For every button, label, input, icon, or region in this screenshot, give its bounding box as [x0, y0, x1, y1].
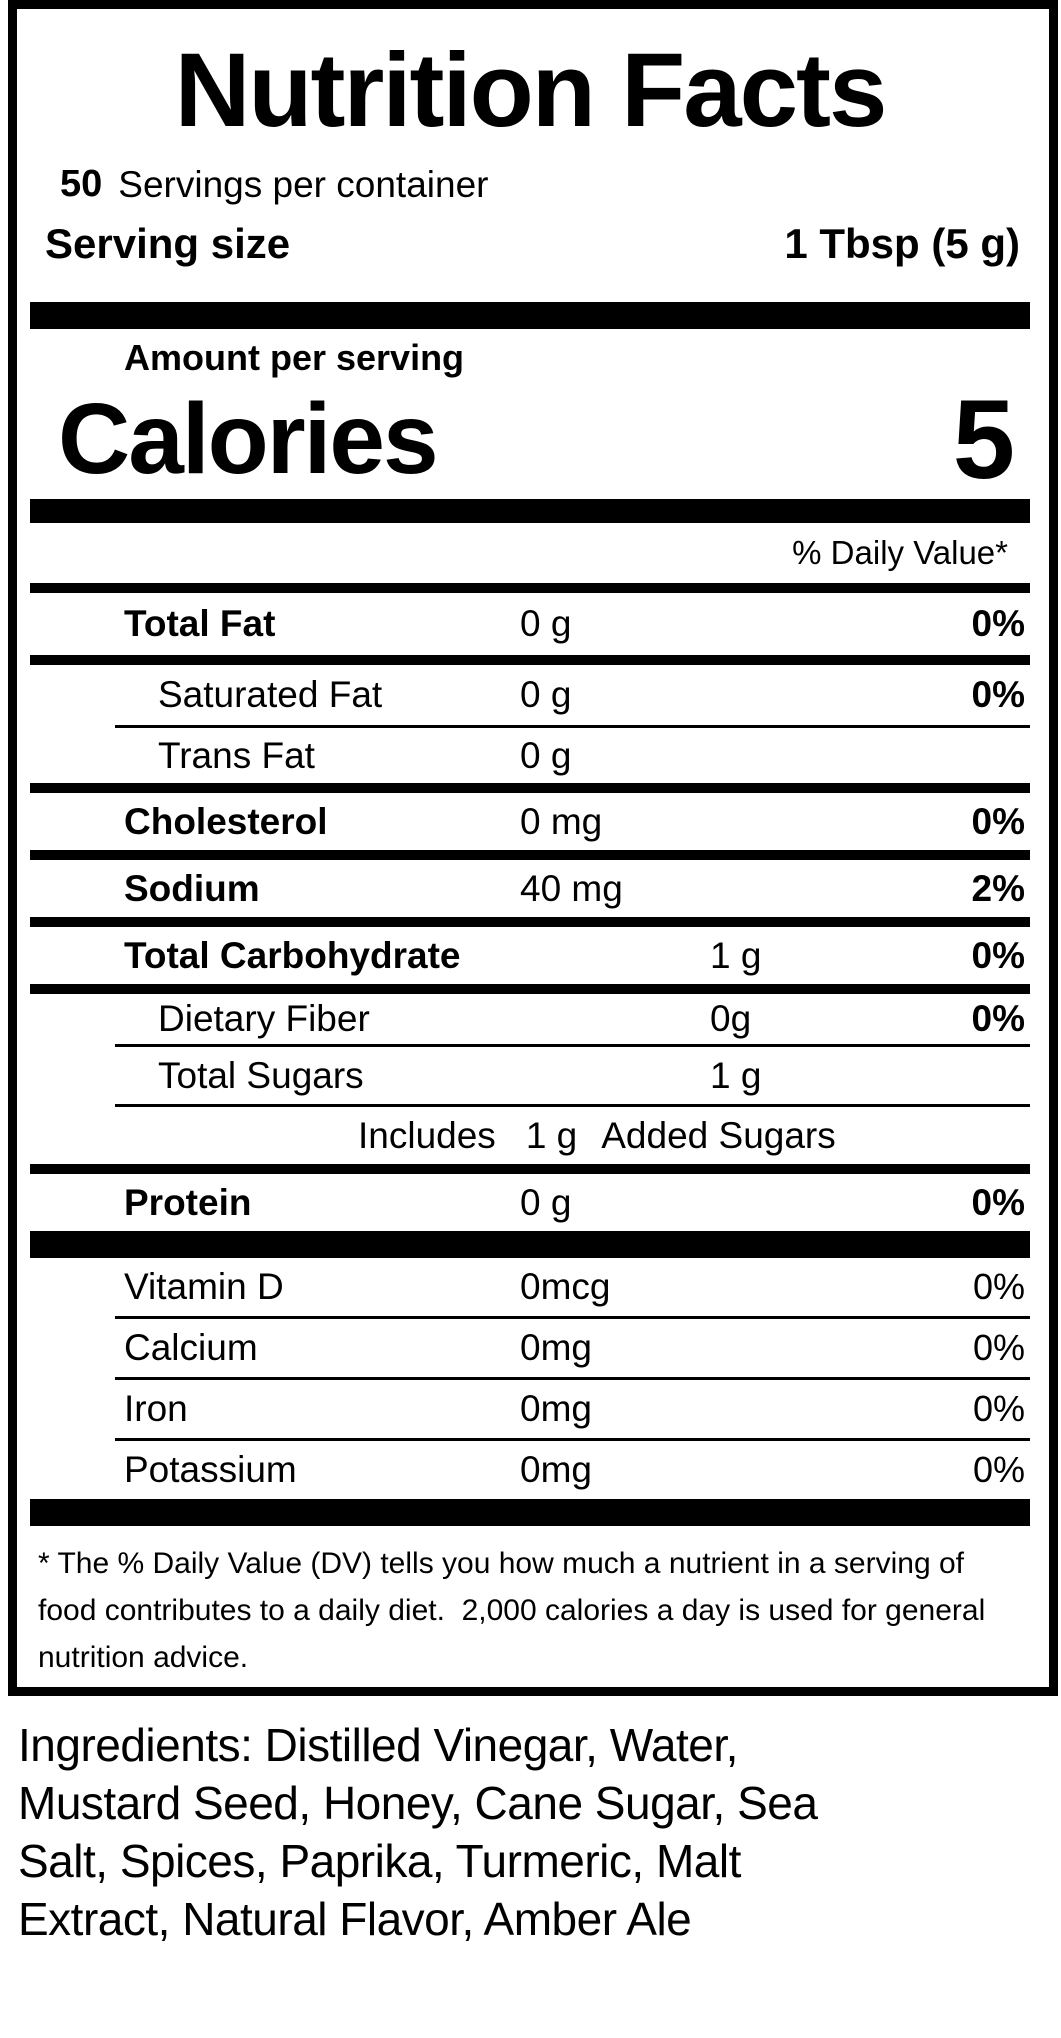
nutrient-amount: 0mg [520, 1449, 592, 1490]
nutrient-dv: 0% [972, 1388, 1025, 1429]
divider-medium [30, 850, 1030, 860]
nutrient-name: Protein [124, 1181, 252, 1223]
nutrient-row-cholesterol: Cholesterol 0 mg 0% [30, 793, 1030, 850]
calories-row: Calories 5 [30, 377, 1030, 502]
servings-count: 50 [60, 163, 103, 205]
ingredients-line: Ingredients: Distilled Vinegar, Water, [18, 1719, 738, 1771]
nutrient-dv: 0% [971, 603, 1025, 644]
nutrient-dv: 0% [971, 674, 1025, 715]
nutrient-amount: 40 mg [520, 867, 623, 909]
nutrient-dv: 0% [971, 998, 1025, 1039]
divider-medium [30, 583, 1030, 593]
nutrient-name: Saturated Fat [158, 674, 383, 715]
divider-thick [30, 302, 1030, 329]
nutrient-row-total-carbohydrate: Total Carbohydrate 1 g 0% [30, 927, 1030, 984]
nutrient-dv: 0% [971, 934, 1025, 976]
nutrient-row-sodium: Sodium 40 mg 2% [30, 860, 1030, 917]
servings-text: Servings per container [118, 163, 489, 205]
nutrient-row-total-sugars: Total Sugars 1 g [30, 1047, 1030, 1104]
divider-thin [115, 725, 1030, 728]
nutrient-row-total-fat: Total Fat 0 g 0% [30, 593, 1030, 655]
footnote-line: food contributes to a daily diet. 2,000 … [38, 1594, 986, 1627]
nutrient-dv: 0% [971, 800, 1025, 842]
divider-thin [115, 1377, 1030, 1380]
nutrient-name: Total Fat [124, 603, 276, 644]
nutrient-dv: 0% [972, 1449, 1025, 1490]
servings-per-container-row: 50 Servings per container [30, 157, 1030, 212]
nutrient-amount: 0g [710, 998, 752, 1039]
nutrient-dv: 0% [972, 1266, 1025, 1307]
nutrient-name: Sodium [124, 867, 260, 909]
nutrient-name: Potassium [124, 1449, 297, 1490]
divider-thick [30, 1499, 1030, 1526]
ingredients-line: Mustard Seed, Honey, Cane Sugar, Sea [18, 1777, 818, 1829]
divider-thick [30, 499, 1030, 523]
calories-value: 5 [952, 376, 1015, 502]
nutrient-name: Total Carbohydrate [124, 934, 461, 976]
added-sugars-amount: 1 g [525, 1114, 578, 1156]
daily-value-header-row: % Daily Value* [30, 523, 1030, 583]
divider-thin [115, 1316, 1030, 1319]
nutrient-amount: 0mcg [520, 1266, 611, 1307]
ingredients-line: Extract, Natural Flavor, Amber Ale [18, 1893, 692, 1945]
serving-size-row: Serving size 1 Tbsp (5 g) [30, 212, 1030, 275]
added-sugars-suffix: Added Sugars [601, 1114, 836, 1156]
nutrient-amount: 0 g [520, 674, 572, 715]
nutrient-amount: 0 g [520, 603, 572, 644]
daily-value-header: % Daily Value* [792, 534, 1008, 571]
nutrient-row-potassium: Potassium 0mg 0% [30, 1441, 1030, 1499]
divider-thin [115, 1044, 1030, 1047]
nutrient-amount: 0 mg [520, 800, 603, 842]
nutrient-name: Iron [124, 1388, 188, 1429]
serving-size-label: Serving size [45, 219, 291, 267]
nutrient-amount: 0 g [520, 734, 572, 776]
nutrient-amount: 1 g [710, 934, 762, 976]
nutrient-row-calcium: Calcium 0mg 0% [30, 1319, 1030, 1377]
nutrient-dv: 0% [971, 1181, 1025, 1223]
nutrient-amount: 0 g [520, 1181, 572, 1223]
serving-size-value: 1 Tbsp (5 g) [784, 219, 1020, 267]
nutrient-name: Total Sugars [158, 1054, 364, 1096]
nutrient-dv: 0% [972, 1327, 1025, 1368]
nutrient-name: Vitamin D [124, 1266, 284, 1307]
nutrient-row-saturated-fat: Saturated Fat 0 g 0% [30, 665, 1030, 725]
nutrient-amount: 1 g [710, 1054, 762, 1096]
divider-medium [30, 655, 1030, 665]
nutrient-row-iron: Iron 0mg 0% [30, 1380, 1030, 1438]
footnote-line: nutrition advice. [38, 1641, 249, 1674]
divider-medium [30, 1164, 1030, 1174]
nutrient-row-protein: Protein 0 g 0% [30, 1174, 1030, 1231]
ingredients-line: Salt, Spices, Paprika, Turmeric, Malt [18, 1835, 741, 1887]
divider-thin [115, 1438, 1030, 1441]
daily-value-footnote: * The % Daily Value (DV) tells you how m… [30, 1526, 1030, 1681]
nutrient-name: Dietary Fiber [158, 998, 370, 1039]
nutrient-amount: 0mg [520, 1327, 592, 1368]
nutrient-name: Trans Fat [158, 734, 315, 776]
divider-thin [115, 1104, 1030, 1107]
nutrient-row-trans-fat: Trans Fat 0 g [30, 728, 1030, 783]
nutrition-facts-panel: Nutrition Facts 50 Servings per containe… [8, 0, 1058, 1696]
footnote-line: * The % Daily Value (DV) tells you how m… [38, 1547, 964, 1580]
divider-medium [30, 984, 1030, 994]
divider-medium [30, 917, 1030, 927]
nutrient-name: Cholesterol [124, 800, 328, 842]
nutrient-name: Calcium [124, 1327, 258, 1368]
nutrient-row-vitamin-d: Vitamin D 0mcg 0% [30, 1258, 1030, 1316]
nutrition-facts-title: Nutrition Facts [174, 32, 888, 149]
divider-thick [30, 1231, 1030, 1258]
ingredients-list: Ingredients: Distilled Vinegar, Water, M… [18, 1716, 1048, 1948]
nutrient-row-added-sugars: Includes 1 g Added Sugars [30, 1107, 1030, 1164]
amount-per-serving-label: Amount per serving [124, 337, 465, 378]
added-sugars-prefix: Includes [358, 1114, 496, 1156]
calories-label: Calories [58, 382, 439, 495]
nutrient-dv: 2% [971, 867, 1025, 909]
amount-per-serving-row: Amount per serving [30, 329, 1030, 379]
nutrient-row-dietary-fiber: Dietary Fiber 0g 0% [30, 994, 1030, 1044]
divider-medium [30, 783, 1030, 793]
nutrient-amount: 0mg [520, 1388, 592, 1429]
